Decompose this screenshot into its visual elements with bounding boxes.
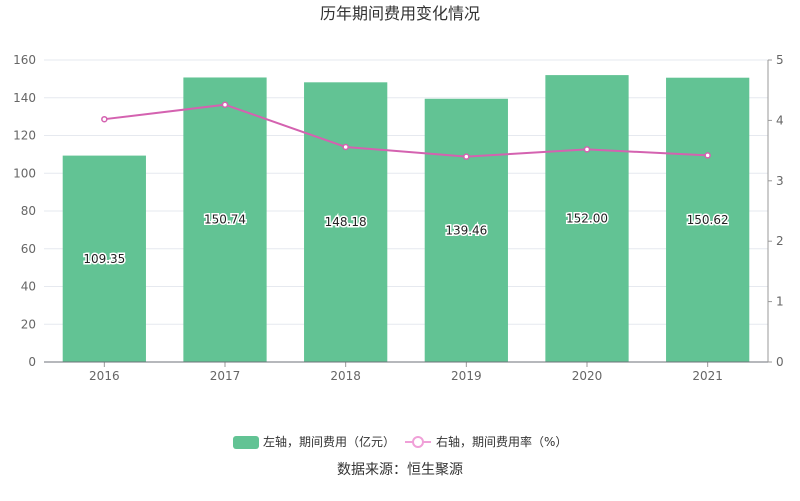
left-axis-tick-label: 120	[13, 129, 36, 143]
right-axis-tick-label: 3	[776, 174, 784, 188]
x-axis-tick-label: 2017	[210, 369, 241, 383]
legend-swatch-marker	[412, 436, 424, 448]
bar	[62, 155, 146, 362]
left-axis-tick-label: 160	[13, 53, 36, 67]
data-source: 数据来源：恒生聚源	[337, 462, 463, 478]
legend: 左轴，期间费用（亿元） 右轴，期间费用率（%）	[233, 434, 567, 449]
left-axis-tick-label: 60	[21, 242, 36, 256]
left-axis-tick-label: 20	[21, 317, 36, 331]
legend-swatch-bar	[233, 436, 259, 449]
left-axis-tick-label: 0	[28, 355, 36, 369]
bar-series	[62, 75, 750, 363]
left-axis-tick-label: 140	[13, 91, 36, 105]
bar-data-label: 150.74	[204, 213, 246, 227]
right-axis-tick-label: 2	[776, 234, 784, 248]
bar-data-label: 152.00	[566, 212, 608, 226]
grid-lines	[44, 59, 768, 325]
bar	[424, 98, 508, 362]
right-axis-tick-label: 0	[776, 355, 784, 369]
data-labels: 109.35 150.74 148.18 139.46 152.00 150.62	[82, 210, 730, 267]
bar-data-label: 139.46	[445, 223, 487, 237]
chart-title: 历年期间费用变化情况	[320, 4, 480, 23]
left-axis-tick-label: 80	[21, 204, 36, 218]
line-point	[342, 143, 349, 151]
x-axis-tick-label: 2019	[451, 369, 482, 383]
left-axis-tick-label: 40	[21, 280, 36, 294]
bar-data-label: 150.62	[687, 213, 729, 227]
line-point	[583, 146, 591, 153]
right-axis-tick-label: 4	[776, 113, 784, 127]
x-axis-tick-label: 2021	[692, 369, 723, 383]
bar	[183, 77, 267, 363]
x-axis-tick-label: 2016	[89, 369, 120, 383]
line-path	[104, 103, 708, 158]
bar	[545, 75, 629, 362]
bar	[304, 82, 388, 363]
line-point	[221, 101, 229, 108]
right-axis-tick-label: 5	[776, 53, 784, 67]
line-series	[101, 101, 711, 160]
x-axis-tick-label: 2020	[572, 369, 603, 383]
bar-data-label: 148.18	[325, 215, 367, 229]
legend-label-bar: 左轴，期间费用（亿元）	[263, 434, 395, 449]
line-point	[704, 152, 711, 159]
axes: 0 20 40 60 80 100 120 140 160 0 1 2 3 4 5 2016 2017 2018 2…	[13, 53, 784, 383]
line-point	[101, 115, 108, 123]
x-axis-tick-label: 2018	[330, 369, 361, 383]
bar-data-label: 109.35	[83, 252, 125, 266]
right-axis-tick-label: 1	[776, 295, 784, 309]
legend-label-line: 右轴，期间费用率（%）	[436, 434, 567, 449]
bar	[666, 77, 750, 363]
line-point	[463, 153, 470, 160]
left-axis-tick-label: 100	[13, 166, 36, 180]
